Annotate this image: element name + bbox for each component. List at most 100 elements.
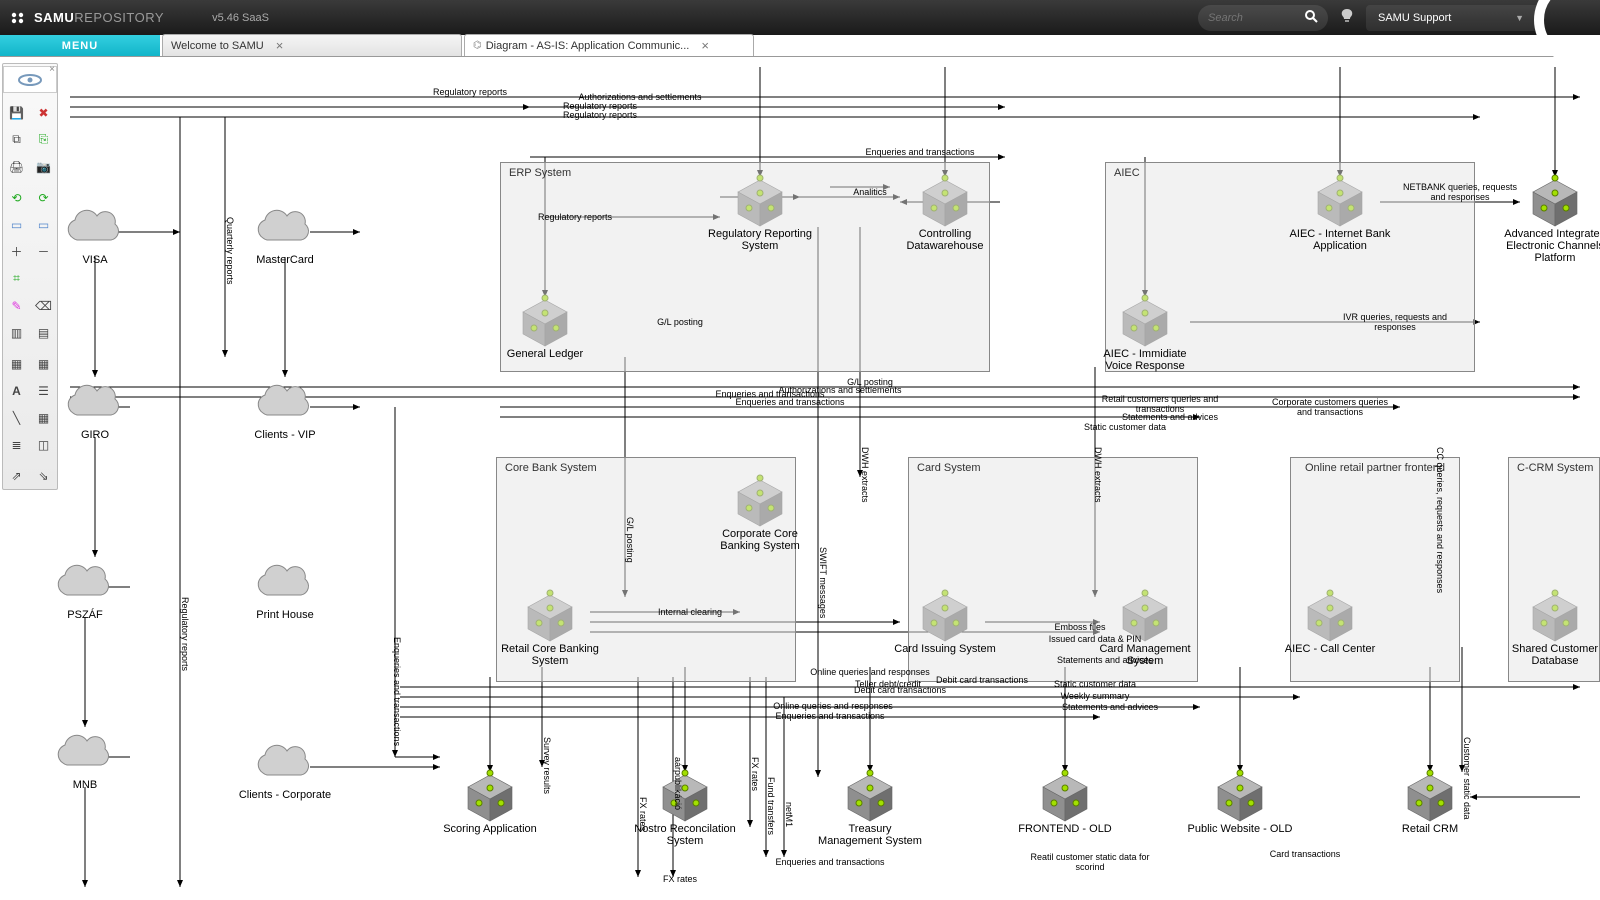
tool-layers[interactable]: ≣: [3, 431, 30, 458]
logo-text: SAMUREPOSITORY: [34, 10, 164, 25]
version-label: v5.46 SaaS: [212, 12, 269, 24]
container-erp[interactable]: ERP System: [500, 162, 990, 372]
tool-save[interactable]: 💾: [3, 99, 30, 126]
node-label-rcrm: Retail CRM: [1402, 823, 1458, 835]
container-label: Card System: [917, 462, 981, 474]
tool-misc[interactable]: ◫: [30, 431, 57, 458]
node-label-corp: Clients - Corporate: [230, 789, 340, 801]
node-vip[interactable]: [258, 385, 308, 415]
container-label: ERP System: [509, 167, 571, 179]
tool-ruler1[interactable]: ▥: [3, 319, 30, 346]
tool-erase[interactable]: ⌫: [30, 292, 57, 319]
tool-copy[interactable]: ⧉: [3, 126, 30, 153]
node-mnb[interactable]: [58, 735, 108, 765]
search-icon[interactable]: [1304, 9, 1318, 26]
node-corp[interactable]: [258, 745, 308, 775]
node-label-cdw: Controlling Datawarehouse: [890, 228, 1000, 252]
menu-button[interactable]: MENU: [0, 35, 160, 56]
container-aiec[interactable]: AIEC: [1105, 162, 1475, 372]
chevron-down-icon: ▼: [1515, 13, 1524, 23]
tool-ruler2[interactable]: ▤: [30, 319, 57, 346]
node-rcrm[interactable]: [1408, 770, 1452, 821]
node-label-pszaf: PSZÁF: [67, 609, 102, 621]
tab-label: Diagram - AS-IS: Application Communic...: [486, 40, 690, 52]
sub-bar: MENU Welcome to SAMU × ⌬ Diagram - AS-IS: A…: [0, 35, 1600, 57]
tool-undo[interactable]: ⟲: [3, 184, 30, 211]
tool-zoom-in[interactable]: ＋: [3, 238, 30, 265]
user-dropdown[interactable]: SAMU Support ▼: [1366, 5, 1536, 31]
tool-new-box2[interactable]: ▭: [30, 211, 57, 238]
tool-text[interactable]: A: [3, 377, 30, 404]
diagram-icon: ⌬: [473, 40, 482, 51]
bulb-icon[interactable]: [1340, 8, 1354, 27]
node-fe_old[interactable]: [1043, 770, 1087, 821]
node-label-mnb: MNB: [73, 779, 97, 791]
close-icon[interactable]: ×: [276, 38, 284, 53]
search-box[interactable]: [1198, 5, 1328, 31]
tab-1[interactable]: ⌬ Diagram - AS-IS: Application Communic..…: [464, 34, 754, 56]
tool-print[interactable]: 🖨: [3, 153, 30, 180]
node-print[interactable]: [258, 565, 308, 595]
node-label-aiec_ivr: AIEC - Immidiate Voice Response: [1090, 348, 1200, 372]
node-label-aiec_cc: AIEC - Call Center: [1285, 643, 1375, 655]
node-aiecp[interactable]: [1533, 175, 1577, 226]
tool-snap[interactable]: ▦: [30, 404, 57, 431]
tool-link2[interactable]: ⇘: [30, 462, 57, 489]
node-label-pw_old: Public Website - OLD: [1185, 823, 1295, 835]
node-label-visa: VISA: [82, 254, 107, 266]
node-label-cis: Card Issuing System: [890, 643, 1000, 655]
tool-new-box[interactable]: ▭: [3, 211, 30, 238]
node-label-fe_old: FRONTEND - OLD: [1010, 823, 1120, 835]
tab-label: Welcome to SAMU: [171, 40, 264, 52]
tool-snapshot[interactable]: 📷: [30, 153, 57, 180]
node-nostro[interactable]: [663, 770, 707, 821]
tool-pencil[interactable]: ✎: [3, 292, 30, 319]
node-label-rrs: Regulatory Reporting System: [705, 228, 815, 252]
tab-0[interactable]: Welcome to SAMU ×: [162, 34, 462, 56]
search-input[interactable]: [1208, 12, 1298, 24]
close-icon[interactable]: ×: [701, 38, 709, 53]
node-label-aiec_ib: AIEC - Internet Bank Application: [1285, 228, 1395, 252]
tool-select-all[interactable]: ⌗: [3, 265, 30, 292]
logo: SAMUREPOSITORY: [10, 10, 164, 25]
tool-zoom-out[interactable]: －: [30, 238, 57, 265]
logo-mark-icon: [10, 11, 28, 25]
node-mc[interactable]: [258, 210, 308, 240]
container-label: Online retail partner frontend: [1291, 462, 1459, 474]
node-label-mc: MasterCard: [256, 254, 313, 266]
node-label-gl: General Ledger: [507, 348, 583, 360]
toolbox: × 💾✖ ⧉⎘ 🖨📷 ⟲⟳ ▭▭ ＋－ ⌗ ✎⌫ ▥▤ ▦▦ A☰ ╲▦ ≣◫ …: [2, 63, 58, 490]
tool-grid2[interactable]: ▦: [30, 350, 57, 377]
toolbox-close-icon[interactable]: ×: [49, 64, 55, 75]
tool-delete[interactable]: ✖: [30, 99, 57, 126]
tool-grid1[interactable]: ▦: [3, 350, 30, 377]
node-label-tms: Treasury Management System: [815, 823, 925, 847]
node-label-scoring: Scoring Application: [435, 823, 545, 835]
node-visa[interactable]: [68, 210, 118, 240]
node-label-vip: Clients - VIP: [254, 429, 315, 441]
tool-line[interactable]: ╲: [3, 404, 30, 431]
node-label-nostro: Nostro Reconcilation System: [630, 823, 740, 847]
container-label: AIEC: [1114, 167, 1140, 179]
node-label-giro: GIRO: [81, 429, 109, 441]
tool-link1[interactable]: ⇗: [3, 462, 30, 489]
node-label-ccbs: Corporate Core Banking System: [705, 528, 815, 552]
node-pszaf[interactable]: [58, 565, 108, 595]
tool-export[interactable]: ⎘: [30, 126, 57, 153]
tool-redo[interactable]: ⟳: [30, 184, 57, 211]
container-label: Core Bank System: [505, 462, 597, 474]
diagram-canvas[interactable]: ERP System AIEC Core Bank System Card Syste…: [0, 57, 1600, 900]
node-label-scd: Shared Customer Database: [1500, 643, 1600, 667]
node-giro[interactable]: [68, 385, 118, 415]
tool-align[interactable]: ☰: [30, 377, 57, 404]
top-header: SAMUREPOSITORY v5.46 SaaS SAMU Support ▼: [0, 0, 1600, 35]
tool-blank1[interactable]: [30, 265, 57, 292]
node-label-aiecp: Advanced Integrated Electronic Channels …: [1500, 228, 1600, 264]
node-pw_old[interactable]: [1218, 770, 1262, 821]
node-label-cms: Card Management System: [1090, 643, 1200, 667]
node-tms[interactable]: [848, 770, 892, 821]
node-label-print: Print House: [256, 609, 313, 621]
user-label: SAMU Support: [1378, 12, 1451, 24]
node-label-rcbs: Retail Core Banking System: [495, 643, 605, 667]
node-scoring[interactable]: [468, 770, 512, 821]
